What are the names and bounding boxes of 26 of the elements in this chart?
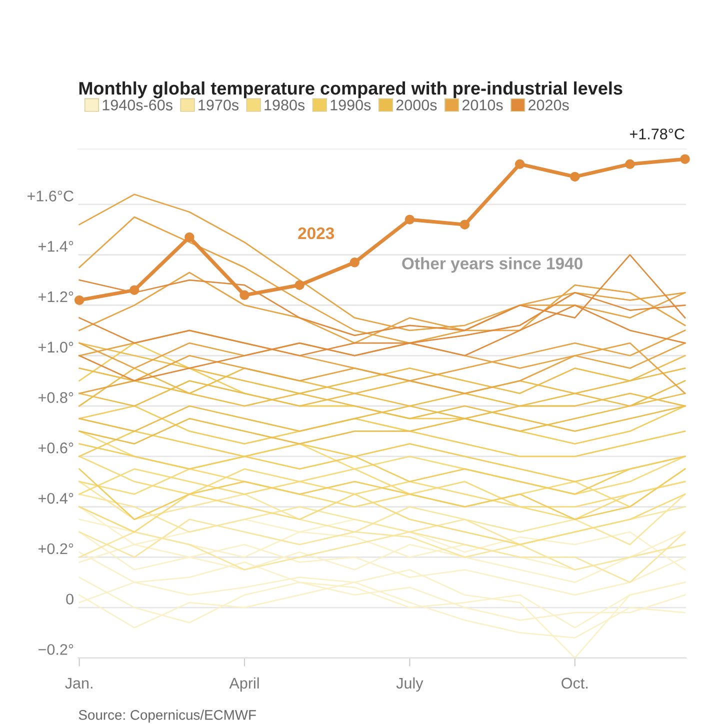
y-tick-label: +1.4° (38, 241, 74, 252)
y-tick-label: +0.6° (38, 442, 74, 454)
y-tick-label: +1.2° (38, 291, 74, 302)
annotation: Other years since 1940 (402, 257, 582, 273)
series-label: 2023 (298, 227, 334, 240)
y-tick-label: 0 (66, 594, 74, 605)
x-tick-label: Oct. (562, 678, 588, 689)
annotation: +1.78°C (630, 128, 684, 140)
y-tick-label: +1.6°C (27, 190, 74, 202)
y-tick-label: +0.2° (38, 543, 74, 554)
source-note: Source: Copernicus/ECMWF (78, 710, 256, 723)
x-tick-label: April (229, 677, 259, 692)
y-tick-label: −0.2° (38, 644, 74, 655)
legend-label: 2010s (462, 100, 503, 110)
y-tick-label: +1.0° (38, 342, 74, 353)
legend-label: 1940s-60s (102, 100, 172, 110)
chart-title: Monthly global temperature compared with pre-industrial levels (79, 81, 622, 98)
x-tick-label: July (396, 677, 424, 692)
legend-label: 1970s (198, 100, 239, 110)
legend-label: 1980s (264, 100, 305, 110)
legend-label: 2020s (528, 100, 569, 110)
y-tick-label: +0.8° (38, 392, 74, 403)
x-tick-label: Jan. (65, 678, 92, 689)
y-tick-label: +0.4° (38, 492, 74, 504)
legend-label: 2000s (396, 100, 437, 110)
legend-label: 1990s (330, 100, 371, 110)
